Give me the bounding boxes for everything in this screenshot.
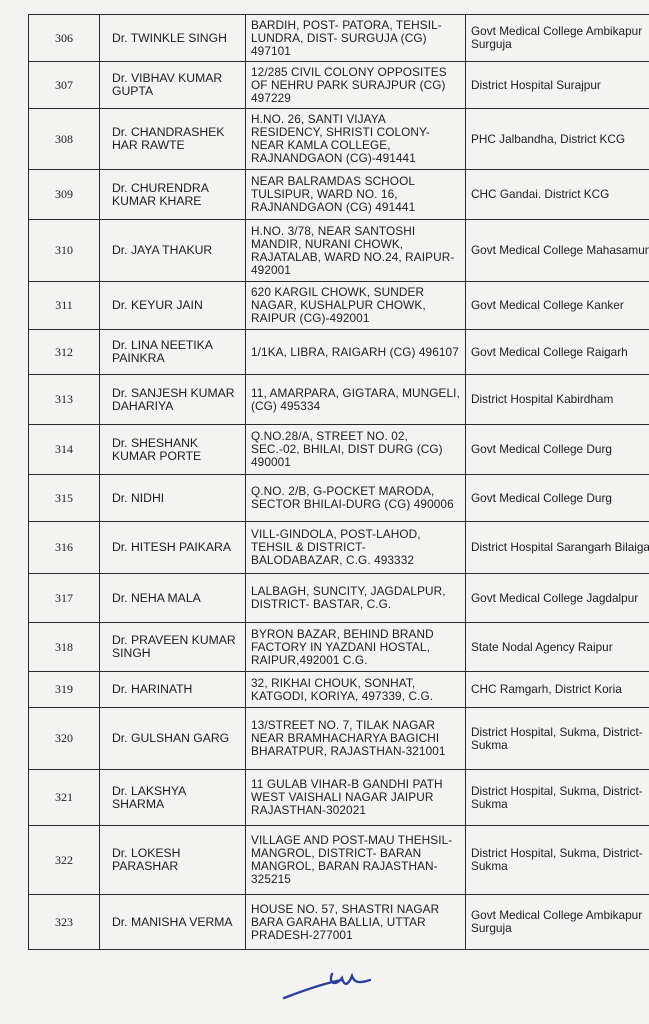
- signature: [282, 972, 372, 1000]
- serial-number: 315: [28, 474, 100, 522]
- posting-place: District Hospital, Sukma, District-Sukma: [465, 825, 649, 895]
- posting-place: CHC Gandai. District KCG: [465, 169, 649, 220]
- doctor-name: Dr. HARINATH: [99, 671, 246, 708]
- address: BARDIH, POST- PATORA, TEHSIL-LUNDRA, DIS…: [245, 14, 466, 62]
- address: 11 GULAB VIHAR-B GANDHI PATH WEST VAISHA…: [245, 769, 466, 826]
- table-row: 306 Dr. TWINKLE SINGH BARDIH, POST- PATORA…: [28, 14, 649, 62]
- posting-place: District Hospital Kabirdham: [465, 374, 649, 425]
- serial-number: 317: [28, 573, 100, 623]
- doctor-name: Dr. GULSHAN GARG: [99, 707, 246, 770]
- address: 620 KARGIL CHOWK, SUNDER NAGAR, KUSHALPU…: [245, 281, 466, 330]
- table-row: 318 Dr. PRAVEEN KUMAR SINGH BYRON BAZAR, B…: [28, 622, 649, 672]
- doctor-name: Dr. VIBHAV KUMAR GUPTA: [99, 61, 246, 109]
- doctor-name: Dr. NIDHI: [99, 474, 246, 522]
- address: 11, AMARPARA, GIGTARA, MUNGELI, (CG) 495…: [245, 374, 466, 425]
- posting-place: Govt Medical College Durg: [465, 424, 649, 475]
- table-row: 322 Dr. LOKESH PARASHAR VILLAGE AND POST-M…: [28, 825, 649, 895]
- table-row: 316 Dr. HITESH PAIKARA VILL-GINDOLA, POST-…: [28, 521, 649, 574]
- serial-number: 308: [28, 108, 100, 170]
- posting-place: District Hospital, Sukma, District-Sukma: [465, 769, 649, 826]
- serial-number: 321: [28, 769, 100, 826]
- address: H.NO. 3/78, NEAR SANTOSHI MANDIR, NURANI…: [245, 219, 466, 282]
- doctor-name: Dr. LOKESH PARASHAR: [99, 825, 246, 895]
- address: H.NO. 26, SANTI VIJAYA RESIDENCY, SHRIST…: [245, 108, 466, 170]
- table-row: 317 Dr. NEHA MALA LALBAGH, SUNCITY, JAGDAL…: [28, 573, 649, 623]
- doctor-name: Dr. SANJESH KUMAR DAHARIYA: [99, 374, 246, 425]
- address: HOUSE NO. 57, SHASTRI NAGAR BARA GARAHA …: [245, 894, 466, 950]
- serial-number: 320: [28, 707, 100, 770]
- posting-place: Govt Medical College Durg: [465, 474, 649, 522]
- posting-place: Govt Medical College Ambikapur Surguja: [465, 894, 649, 950]
- address: 13/STREET NO. 7, TILAK NAGAR NEAR BRAMHA…: [245, 707, 466, 770]
- posting-place: Govt Medical College Jagdalpur: [465, 573, 649, 623]
- address: BYRON BAZAR, BEHIND BRAND FACTORY IN YAZ…: [245, 622, 466, 672]
- posting-place: PHC Jalbandha, District KCG: [465, 108, 649, 170]
- doctor-name: Dr. SHESHANK KUMAR PORTE: [99, 424, 246, 475]
- serial-number: 312: [28, 329, 100, 375]
- serial-number: 310: [28, 219, 100, 282]
- address: Q.NO.28/A, STREET NO. 02, SEC.-02, BHILA…: [245, 424, 466, 475]
- address: LALBAGH, SUNCITY, JAGDALPUR, DISTRICT- B…: [245, 573, 466, 623]
- doctor-name: Dr. KEYUR JAIN: [99, 281, 246, 330]
- posting-place: Govt Medical College Kanker: [465, 281, 649, 330]
- table-row: 313 Dr. SANJESH KUMAR DAHARIYA 11, AMARPAR…: [28, 374, 649, 425]
- posting-place: Govt Medical College Mahasamund: [465, 219, 649, 282]
- posting-place: District Hospital, Sukma, District-Sukma: [465, 707, 649, 770]
- posting-place: District Hospital Sarangarh Bilaigarh: [465, 521, 649, 574]
- table-row: 308 Dr. CHANDRASHEK HAR RAWTE H.NO. 26, SA…: [28, 108, 649, 170]
- table-row: 309 Dr. CHURENDRA KUMAR KHARE NEAR BALRAMD…: [28, 169, 649, 220]
- doctor-name: Dr. PRAVEEN KUMAR SINGH: [99, 622, 246, 672]
- serial-number: 322: [28, 825, 100, 895]
- serial-number: 313: [28, 374, 100, 425]
- serial-number: 316: [28, 521, 100, 574]
- serial-number: 314: [28, 424, 100, 475]
- serial-number: 318: [28, 622, 100, 672]
- doctor-name: Dr. CHURENDRA KUMAR KHARE: [99, 169, 246, 220]
- address: 32, RIKHAI CHOUK, SONHAT, KATGODI, KORIY…: [245, 671, 466, 708]
- doctor-name: Dr. JAYA THAKUR: [99, 219, 246, 282]
- address: 1/1KA, LIBRA, RAIGARH (CG) 496107: [245, 329, 466, 375]
- address: 12/285 CIVIL COLONY OPPOSITES OF NEHRU P…: [245, 61, 466, 109]
- table-row: 319 Dr. HARINATH 32, RIKHAI CHOUK, SONHAT,…: [28, 671, 649, 708]
- posting-place: CHC Ramgarh, District Koria: [465, 671, 649, 708]
- serial-number: 323: [28, 894, 100, 950]
- doctor-name: Dr. HITESH PAIKARA: [99, 521, 246, 574]
- doctor-name: Dr. MANISHA VERMA: [99, 894, 246, 950]
- posting-place: District Hospital Surajpur: [465, 61, 649, 109]
- doctor-name: Dr. LINA NEETIKA PAINKRA: [99, 329, 246, 375]
- doctor-name: Dr. LAKSHYA SHARMA: [99, 769, 246, 826]
- table-row: 323 Dr. MANISHA VERMA HOUSE NO. 57, SHASTR…: [28, 894, 649, 950]
- table-row: 314 Dr. SHESHANK KUMAR PORTE Q.NO.28/A, ST…: [28, 424, 649, 475]
- table-row: 311 Dr. KEYUR JAIN 620 KARGIL CHOWK, SUNDE…: [28, 281, 649, 330]
- serial-number: 311: [28, 281, 100, 330]
- address: NEAR BALRAMDAS SCHOOL TULSIPUR, WARD NO.…: [245, 169, 466, 220]
- table-row: 307 Dr. VIBHAV KUMAR GUPTA 12/285 CIVIL CO…: [28, 61, 649, 109]
- table-row: 312 Dr. LINA NEETIKA PAINKRA 1/1KA, LIBRA,…: [28, 329, 649, 375]
- posting-place: State Nodal Agency Raipur: [465, 622, 649, 672]
- table-row: 310 Dr. JAYA THAKUR H.NO. 3/78, NEAR SANTO…: [28, 219, 649, 282]
- serial-number: 309: [28, 169, 100, 220]
- doctor-name: Dr. TWINKLE SINGH: [99, 14, 246, 62]
- posting-place: Govt Medical College Ambikapur Surguja: [465, 14, 649, 62]
- table-row: 320 Dr. GULSHAN GARG 13/STREET NO. 7, TILA…: [28, 707, 649, 770]
- serial-number: 306: [28, 14, 100, 62]
- table-row: 315 Dr. NIDHI Q.NO. 2/B, G-POCKET MARODA, …: [28, 474, 649, 522]
- serial-number: 319: [28, 671, 100, 708]
- table-row: 321 Dr. LAKSHYA SHARMA 11 GULAB VIHAR-B GA…: [28, 769, 649, 826]
- address: VILL-GINDOLA, POST-LAHOD, TEHSIL & DISTR…: [245, 521, 466, 574]
- posting-table: 306 Dr. TWINKLE SINGH BARDIH, POST- PATORA…: [28, 14, 649, 950]
- posting-place: Govt Medical College Raigarh: [465, 329, 649, 375]
- address: VILLAGE AND POST-MAU THEHSIL- MANGROL, D…: [245, 825, 466, 895]
- doctor-name: Dr. CHANDRASHEK HAR RAWTE: [99, 108, 246, 170]
- serial-number: 307: [28, 61, 100, 109]
- doctor-name: Dr. NEHA MALA: [99, 573, 246, 623]
- address: Q.NO. 2/B, G-POCKET MARODA, SECTOR BHILA…: [245, 474, 466, 522]
